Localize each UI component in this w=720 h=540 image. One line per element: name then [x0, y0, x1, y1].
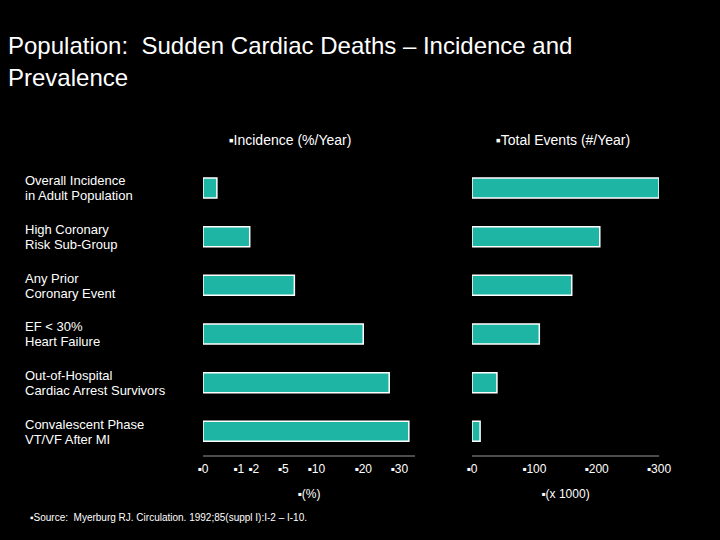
- svg-text:▪10: ▪10: [308, 462, 326, 476]
- svg-text:Overall Incidencein Adult Popu: Overall Incidencein Adult Population: [25, 173, 133, 203]
- svg-text:▪(%): ▪(%): [298, 487, 321, 501]
- html-text:▪Source: Myerburg RJ. Circulat: ▪Source: Myerburg RJ. Circulation. 1992;…: [30, 512, 307, 523]
- svg-text:Any PriorCoronary Event: Any PriorCoronary Event: [25, 271, 116, 301]
- svg-text:▪0: ▪0: [198, 462, 209, 476]
- html-text:▪Incidence (%/Year): ▪Incidence (%/Year): [228, 132, 352, 148]
- svg-text:▪0: ▪0: [467, 462, 478, 476]
- svg-text:▪1: ▪1: [233, 462, 244, 476]
- svg-text:Out-of-HospitalCardiac Arrest: Out-of-HospitalCardiac Arrest Survivors: [25, 368, 166, 398]
- svg-text:▪100: ▪100: [522, 462, 547, 476]
- svg-text:High CoronaryRisk Sub-Group: High CoronaryRisk Sub-Group: [25, 222, 117, 252]
- svg-text:▪20: ▪20: [354, 462, 372, 476]
- html-text:Population: Sudden Cardiac Dea: Population: Sudden Cardiac Deaths – Inci…: [8, 32, 580, 91]
- html-text:▪Total Events (#/Year): ▪Total Events (#/Year): [495, 132, 631, 148]
- svg-text:▪(x 1000): ▪(x 1000): [541, 487, 589, 501]
- svg-text:▪5: ▪5: [278, 462, 289, 476]
- svg-text:▪200: ▪200: [585, 462, 610, 476]
- svg-text:EF < 30%Heart Failure: EF < 30%Heart Failure: [25, 319, 100, 349]
- svg-text:▪2: ▪2: [248, 462, 259, 476]
- svg-text:▪30: ▪30: [390, 462, 408, 476]
- svg-text:▪300: ▪300: [647, 462, 672, 476]
- svg-text:Convalescent PhaseVT/VF After: Convalescent PhaseVT/VF After MI: [25, 417, 144, 447]
